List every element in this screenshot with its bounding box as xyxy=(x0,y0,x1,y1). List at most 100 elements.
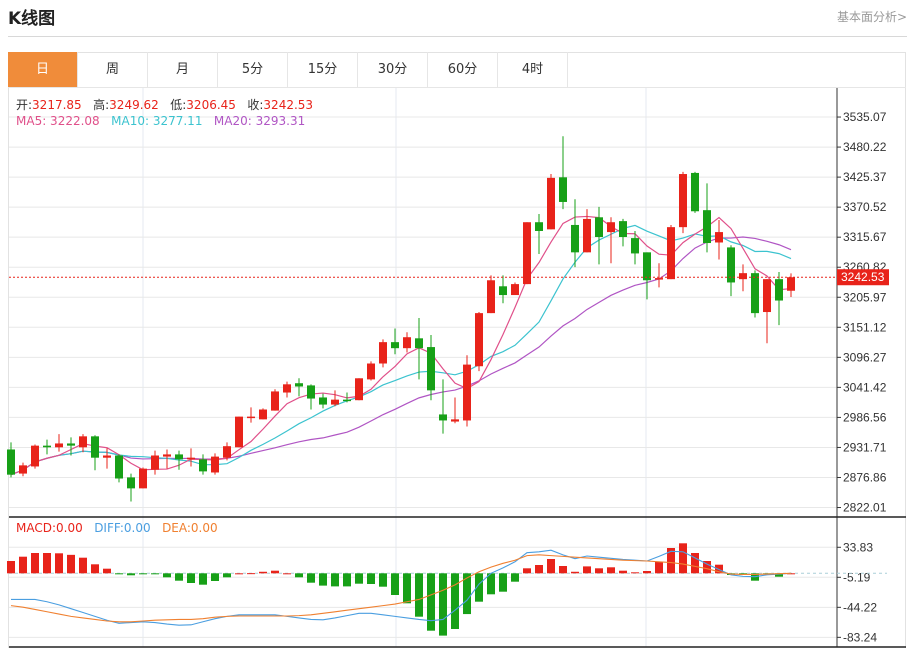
candle-body xyxy=(763,279,771,313)
macd-bar xyxy=(79,557,87,574)
candle-body xyxy=(643,252,651,281)
candle-up xyxy=(583,209,591,253)
macd-bar xyxy=(775,573,783,577)
close-value: 3242.53 xyxy=(263,98,314,112)
candle-down xyxy=(175,450,183,470)
candle-up xyxy=(55,434,63,452)
macd-bar xyxy=(643,571,651,574)
divider xyxy=(8,36,907,37)
candle-body xyxy=(679,174,687,228)
tab-5min[interactable]: 5分 xyxy=(218,52,288,87)
candle-down xyxy=(427,335,435,401)
macd-bar xyxy=(655,561,663,574)
macd-bar xyxy=(559,566,567,574)
macd-bar xyxy=(439,573,447,636)
macd-bar xyxy=(331,573,339,587)
candle-up xyxy=(235,416,243,448)
candle-body xyxy=(523,222,531,285)
last-price-badge xyxy=(837,269,889,286)
candle-body xyxy=(583,218,591,253)
dea-value: DEA:0.00 xyxy=(162,521,218,535)
candle-up xyxy=(355,378,363,401)
macd-bar xyxy=(283,573,291,575)
candle-up xyxy=(163,449,171,469)
tab-4hour[interactable]: 4时 xyxy=(498,52,568,87)
macd-bar xyxy=(307,573,315,583)
fundamental-analysis-link[interactable]: 基本面分析> xyxy=(836,10,907,24)
ma10-line xyxy=(10,224,792,476)
tab-month[interactable]: 月 xyxy=(148,52,218,87)
macd-bar xyxy=(271,570,279,574)
macd-bar xyxy=(403,573,411,604)
macd-bar xyxy=(211,573,219,581)
candle-body xyxy=(715,232,723,243)
macd-bar xyxy=(619,570,627,574)
candle-up xyxy=(139,467,147,489)
y-tick-label: 3205.97 xyxy=(843,290,887,304)
macd-bar xyxy=(259,571,267,574)
candle-body xyxy=(703,210,711,244)
macd-bar xyxy=(451,573,459,629)
tab-60min[interactable]: 60分 xyxy=(428,52,498,87)
candle-up xyxy=(259,408,267,420)
candle-down xyxy=(7,442,15,478)
macd-bar xyxy=(391,573,399,595)
tab-day[interactable]: 日 xyxy=(8,52,78,87)
macd-bar xyxy=(139,573,147,575)
tab-30min[interactable]: 30分 xyxy=(358,52,428,87)
candle-up xyxy=(151,450,159,475)
ma5-value: MA5: 3222.08 xyxy=(16,114,100,128)
open-value: 3217.85 xyxy=(32,98,82,112)
candle-up xyxy=(715,220,723,260)
macd-bar xyxy=(175,573,183,581)
candle-down xyxy=(775,272,783,326)
high-label: 高: xyxy=(93,98,110,112)
candle-up xyxy=(511,282,519,296)
macd-bar xyxy=(583,566,591,574)
macd-bar xyxy=(703,561,711,574)
candle-body xyxy=(535,222,543,231)
candle-up xyxy=(283,381,291,398)
candle-body xyxy=(259,409,267,420)
candle-down xyxy=(751,270,759,318)
candle-down xyxy=(619,218,627,247)
macd-y-tick-label: -83.24 xyxy=(843,630,877,644)
candle-down xyxy=(499,275,507,304)
tab-week[interactable]: 周 xyxy=(78,52,148,87)
candle-body xyxy=(211,456,219,473)
y-tick-label: 3151.12 xyxy=(843,320,887,334)
macd-bar xyxy=(295,573,303,578)
macd-bar xyxy=(535,565,543,574)
candle-down xyxy=(115,454,123,483)
candle-up xyxy=(667,224,675,280)
close-label: 收: xyxy=(247,98,264,112)
candle-body xyxy=(775,279,783,301)
macd-bar xyxy=(415,573,423,617)
candle-up xyxy=(763,279,771,344)
candle-up xyxy=(31,444,39,469)
macd-bar xyxy=(55,553,63,574)
candle-body xyxy=(487,280,495,314)
y-tick-label: 3096.27 xyxy=(843,350,887,364)
candle-body xyxy=(559,177,567,202)
candle-body xyxy=(475,313,483,367)
candle-up xyxy=(79,434,87,453)
candle-up xyxy=(739,264,747,292)
candle-down xyxy=(727,245,735,297)
candle-body xyxy=(247,416,255,419)
candle-down xyxy=(571,199,579,268)
candle-body xyxy=(787,277,795,291)
tab-15min[interactable]: 15分 xyxy=(288,52,358,87)
candle-body xyxy=(751,273,759,314)
candle-body xyxy=(439,414,447,421)
candle-up xyxy=(19,462,27,477)
candle-down xyxy=(307,384,315,410)
macd-bar xyxy=(427,573,435,631)
candle-body xyxy=(187,457,195,460)
candle-body xyxy=(139,468,147,489)
macd-bar xyxy=(511,573,519,582)
macd-bar xyxy=(151,573,159,575)
macd-value: MACD:0.00 xyxy=(16,521,83,535)
y-tick-label: 3315.67 xyxy=(843,230,887,244)
